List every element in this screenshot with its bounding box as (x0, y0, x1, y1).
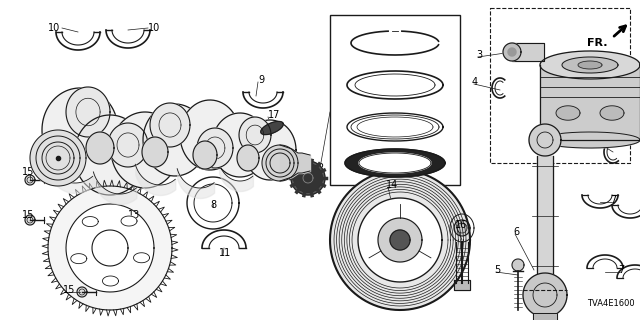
Text: 11: 11 (219, 248, 231, 258)
Polygon shape (358, 198, 442, 282)
Polygon shape (150, 103, 190, 147)
Polygon shape (345, 149, 445, 177)
Polygon shape (294, 164, 322, 192)
Polygon shape (244, 120, 296, 180)
Text: 2: 2 (317, 163, 323, 173)
Polygon shape (102, 276, 118, 286)
Polygon shape (134, 253, 150, 263)
Polygon shape (260, 122, 284, 134)
Polygon shape (262, 145, 298, 181)
Polygon shape (600, 106, 624, 120)
Polygon shape (77, 287, 87, 297)
Polygon shape (30, 130, 86, 186)
Polygon shape (454, 280, 470, 290)
Text: 4: 4 (472, 77, 478, 87)
Text: 17: 17 (268, 110, 280, 120)
Text: 7: 7 (610, 195, 616, 205)
Text: 8: 8 (210, 200, 216, 210)
Polygon shape (239, 117, 271, 153)
Bar (490, 8, 630, 163)
Text: FR.: FR. (588, 38, 608, 48)
Polygon shape (562, 57, 618, 73)
Polygon shape (66, 204, 154, 292)
Polygon shape (503, 43, 521, 61)
Polygon shape (390, 230, 410, 250)
Polygon shape (537, 156, 553, 273)
Text: 15: 15 (22, 167, 35, 177)
Text: 6: 6 (513, 227, 519, 237)
Polygon shape (454, 220, 470, 236)
Polygon shape (533, 313, 557, 320)
Text: 1: 1 (625, 95, 631, 105)
Text: 9: 9 (258, 75, 264, 85)
Polygon shape (121, 216, 137, 226)
Polygon shape (529, 124, 561, 156)
Polygon shape (378, 218, 422, 262)
Text: 4: 4 (603, 140, 609, 150)
Polygon shape (48, 186, 172, 310)
Polygon shape (540, 51, 640, 79)
Polygon shape (197, 128, 233, 168)
Polygon shape (523, 273, 567, 317)
Polygon shape (86, 132, 114, 164)
Polygon shape (359, 153, 431, 173)
Text: 10: 10 (148, 23, 160, 33)
Polygon shape (294, 164, 322, 192)
Polygon shape (71, 254, 87, 264)
Polygon shape (180, 100, 240, 170)
Polygon shape (193, 141, 217, 169)
Polygon shape (142, 137, 168, 167)
Polygon shape (25, 175, 35, 185)
Polygon shape (540, 132, 640, 148)
Polygon shape (74, 115, 146, 195)
Bar (330, 15, 460, 185)
Polygon shape (556, 106, 580, 120)
Text: 7: 7 (618, 265, 624, 275)
Text: 12: 12 (295, 165, 307, 175)
Polygon shape (508, 48, 516, 56)
Polygon shape (82, 217, 98, 227)
Text: 13: 13 (128, 210, 140, 220)
Polygon shape (578, 61, 602, 69)
Text: 15: 15 (63, 285, 76, 295)
Text: 5: 5 (494, 265, 500, 275)
Polygon shape (512, 43, 544, 61)
Polygon shape (108, 123, 148, 167)
Polygon shape (42, 88, 118, 172)
Polygon shape (25, 215, 35, 225)
Text: 3: 3 (476, 50, 482, 60)
Polygon shape (540, 65, 640, 140)
Polygon shape (237, 145, 259, 171)
Text: 10: 10 (48, 23, 60, 33)
Polygon shape (66, 87, 110, 137)
Polygon shape (111, 112, 179, 188)
Polygon shape (512, 259, 524, 271)
Polygon shape (143, 104, 207, 176)
Polygon shape (212, 113, 268, 177)
Polygon shape (291, 161, 325, 195)
Text: TVA4E1600: TVA4E1600 (588, 299, 635, 308)
Text: 14: 14 (386, 180, 398, 190)
Text: 15: 15 (22, 210, 35, 220)
Polygon shape (330, 170, 470, 310)
Text: 16: 16 (455, 220, 467, 230)
